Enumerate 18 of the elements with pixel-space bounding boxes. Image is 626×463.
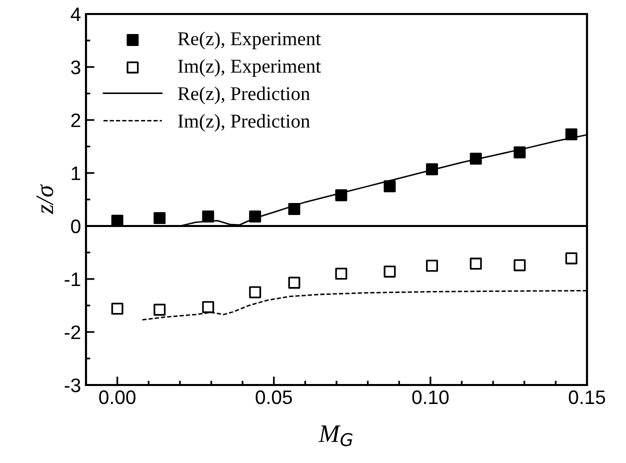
x-tick-label: 0.15 <box>568 390 606 404</box>
y-tick-label: 4 <box>70 8 81 22</box>
legend-label: Re(z), Experiment <box>178 32 321 50</box>
x-tick-label: 0.10 <box>412 390 449 404</box>
y-tick-label: 3 <box>71 60 80 74</box>
y-tick-label: 1 <box>72 166 80 180</box>
y-tick-label: -2 <box>64 325 80 340</box>
y-tick-label: 2 <box>71 113 80 128</box>
legend-label: Re(z), Prediction <box>178 86 310 104</box>
x-tick-label: 0.05 <box>256 390 292 404</box>
y-tick-label: -3 <box>64 378 80 392</box>
legend-label: Im(z), Experiment <box>178 59 321 77</box>
y-tick-label: -1 <box>64 272 80 286</box>
x-axis-title: M$_{G}$ <box>318 426 353 446</box>
y-tick-label: 0 <box>71 219 80 234</box>
y-axis-title: z/σ <box>36 184 54 214</box>
x-tick-label: 0.00 <box>99 390 136 404</box>
legend-label: Im(z), Prediction <box>178 114 310 132</box>
